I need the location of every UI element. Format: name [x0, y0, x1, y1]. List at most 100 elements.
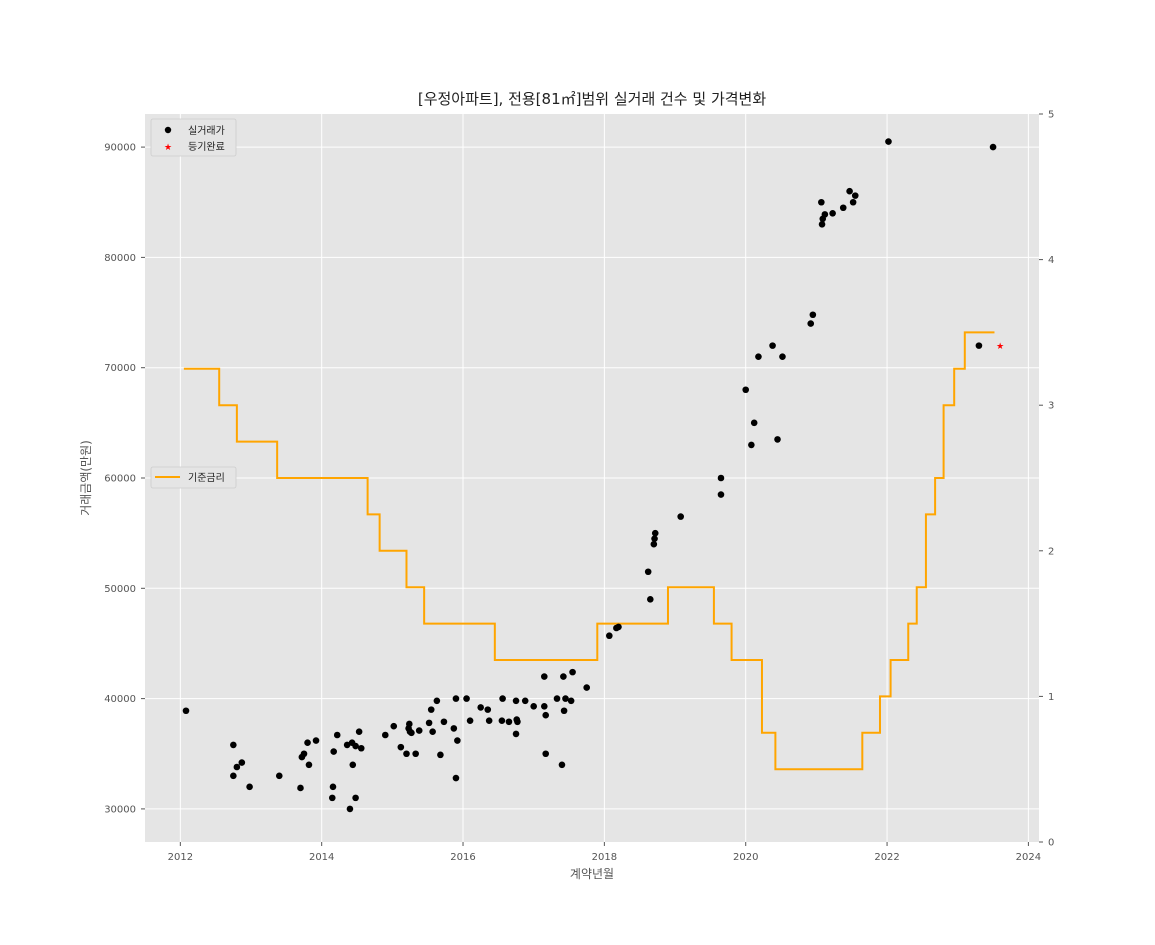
price-point [437, 751, 444, 759]
legend-rate: 기준금리 [150, 466, 237, 489]
price-point [717, 474, 725, 482]
price-series: ★ [182, 138, 1004, 813]
y-tick-label: 40000 [104, 694, 136, 705]
price-point [569, 668, 576, 676]
price-point [583, 684, 590, 691]
price-point [454, 737, 461, 744]
y-axis-ticks: 30000 40000 50000 60000 70000 80000 90000 [104, 143, 145, 815]
legend-price-box [150, 118, 237, 157]
price-point [975, 342, 983, 349]
price-point [330, 748, 337, 755]
price-point [246, 783, 253, 791]
price-point [562, 695, 569, 702]
price-point [343, 741, 351, 749]
price-point [818, 221, 826, 228]
price-point [312, 737, 320, 744]
x-axis-label: 계약년월 [570, 866, 614, 881]
price-point [829, 209, 836, 217]
price-point [885, 138, 892, 145]
price-point [477, 704, 484, 711]
x-tick-label: 2018 [592, 852, 617, 863]
x-tick-label: 2024 [1016, 852, 1041, 863]
y2-tick-label: 2 [1048, 546, 1054, 557]
y2-axis-ticks: 0 1 2 3 4 5 [1039, 110, 1054, 849]
price-point [514, 718, 521, 726]
price-point [329, 783, 337, 791]
chart-title: [우정아파트], 전용[81㎡]범위 실거래 건수 및 가격변화 [418, 90, 767, 108]
price-point [567, 697, 575, 705]
price-point [851, 192, 859, 199]
price-point [390, 722, 398, 730]
price-point [755, 353, 762, 360]
price-point [505, 718, 513, 726]
legend-rate-label: 기준금리 [188, 472, 225, 484]
price-point [452, 774, 460, 782]
y-tick-label: 30000 [104, 804, 136, 815]
price-point [606, 632, 613, 640]
y2-tick-label: 0 [1048, 838, 1054, 849]
price-point [846, 187, 853, 195]
legend-registered-marker: ★ [164, 143, 172, 153]
price-point [412, 750, 419, 758]
price-point [415, 727, 423, 734]
price-point [352, 742, 359, 750]
price-point [233, 763, 241, 771]
registered-point: ★ [996, 342, 1004, 352]
price-point [807, 320, 815, 327]
price-point [542, 711, 550, 719]
y2-tick-label: 1 [1048, 692, 1054, 703]
legend-registered-label: 등기완료 [188, 141, 225, 153]
price-point [238, 759, 246, 766]
price-point [357, 744, 365, 752]
rate-series [183, 331, 995, 771]
price-point [346, 805, 354, 813]
price-point [182, 707, 190, 715]
price-point [769, 342, 776, 349]
price-point [305, 761, 313, 769]
price-point [989, 143, 997, 151]
price-point [560, 707, 568, 715]
price-point [397, 743, 405, 751]
price-point [406, 720, 413, 728]
y-tick-label: 80000 [104, 253, 136, 264]
legend-rate-box [150, 466, 237, 489]
price-point [230, 741, 237, 749]
price-point [779, 353, 786, 360]
price-point [651, 535, 658, 542]
price-point [408, 729, 415, 737]
price-point [427, 706, 435, 713]
price-point [498, 717, 506, 724]
price-point [403, 750, 410, 758]
price-point [230, 772, 237, 780]
price-point [530, 703, 537, 710]
price-point [275, 772, 283, 780]
price-point [742, 386, 750, 394]
price-point [717, 491, 725, 498]
price-point [466, 717, 474, 724]
price-point [821, 211, 829, 218]
price-point [521, 697, 529, 705]
price-point [750, 419, 758, 427]
price-point [512, 730, 520, 738]
price-point [429, 728, 436, 735]
price-point [677, 513, 684, 520]
legend-price: 실거래가 ★ 등기완료 [150, 118, 237, 157]
price-point [425, 719, 433, 727]
y-tick-label: 90000 [104, 143, 136, 154]
price-point [849, 198, 857, 206]
y2-tick-label: 4 [1048, 255, 1054, 266]
x-tick-label: 2020 [733, 852, 758, 863]
price-point [297, 784, 304, 792]
x-tick-label: 2016 [450, 852, 475, 863]
price-point [542, 750, 550, 758]
price-point [553, 695, 561, 702]
legend-price-label: 실거래가 [188, 125, 225, 137]
legend-price-marker [164, 126, 172, 134]
x-tick-label: 2014 [309, 852, 334, 863]
price-point [352, 794, 359, 802]
price-point [355, 728, 363, 735]
price-point [558, 761, 566, 769]
price-point [452, 695, 460, 702]
y-tick-label: 50000 [104, 584, 136, 595]
